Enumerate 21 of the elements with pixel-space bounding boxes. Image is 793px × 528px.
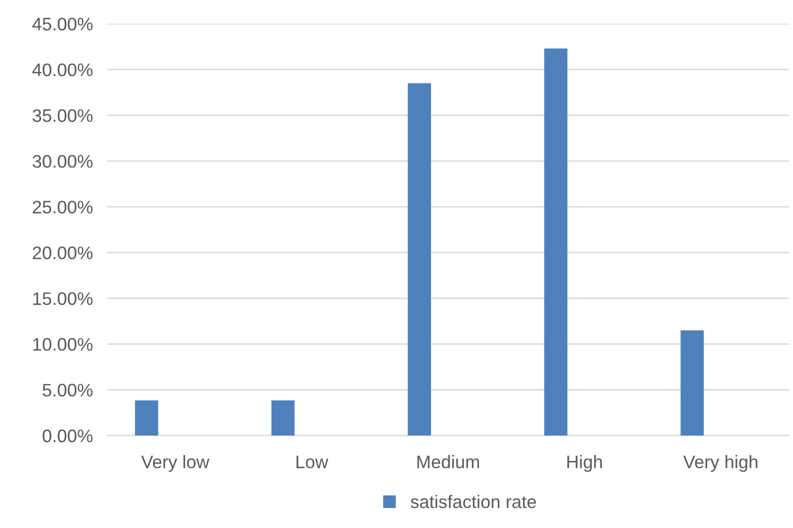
x-tick-label: Medium — [417, 455, 479, 468]
y-tick-label: 0.00% — [42, 430, 93, 442]
x-tick-label: Very high — [683, 455, 758, 472]
bar — [135, 400, 158, 436]
bar — [544, 48, 568, 436]
x-tick-label: Low — [296, 456, 328, 468]
y-tick-label: 40.00% — [32, 63, 93, 76]
y-tick-label: 10.00% — [33, 338, 93, 351]
bar — [680, 330, 704, 436]
y-tick-label: 35.00% — [32, 109, 93, 122]
y-tick-label: 5.00% — [42, 384, 93, 397]
y-tick-label: 45.00% — [32, 18, 93, 30]
y-tick-label: 20.00% — [32, 246, 93, 260]
y-tick-label: 15.00% — [33, 292, 93, 306]
x-tick-label: Very low — [141, 455, 210, 472]
x-tick-label: High — [567, 455, 602, 472]
bar — [408, 83, 431, 436]
bar — [271, 400, 295, 436]
y-tick-label: 30.00% — [32, 154, 93, 168]
legend-label: satisfaction rate — [410, 494, 536, 508]
y-tick-label: 25.00% — [32, 200, 93, 214]
